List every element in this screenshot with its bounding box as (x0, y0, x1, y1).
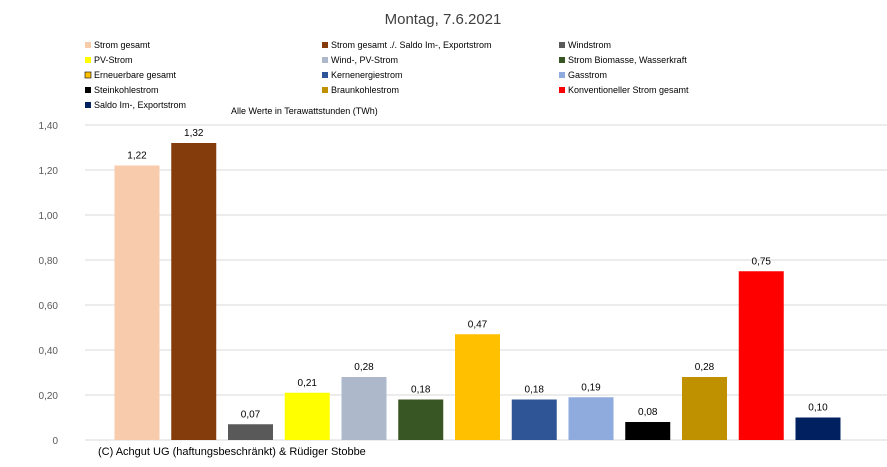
bar (625, 422, 671, 440)
legend-swatch (559, 57, 565, 63)
data-labels: 1,22 1,32 0,07 0,21 0,28 0,18 0,47 0,18 0,19 0,08… (127, 128, 828, 420)
data-label: 0,28 (695, 362, 715, 373)
y-tick-label: 0,40 (39, 346, 59, 357)
legend-swatch (85, 102, 91, 108)
bar (114, 165, 160, 440)
legend-swatch (322, 87, 328, 93)
legend-swatch (84, 71, 92, 79)
data-label: 0,07 (241, 409, 261, 420)
legend-label: Gasstrom (568, 70, 607, 80)
y-tick-label: 0,80 (39, 256, 59, 267)
data-label: 0,28 (354, 362, 374, 373)
data-label: 0,21 (298, 378, 318, 389)
y-axis: 0 0,20 0,40 0,60 0,80 1,00 1,20 1,40 (39, 121, 59, 447)
bar (738, 271, 784, 440)
copyright-note: (C) Achgut UG (haftungsbeschränkt) & Rüd… (98, 446, 366, 458)
legend-swatch (559, 87, 565, 93)
legend-swatch (559, 42, 565, 48)
bar (795, 417, 841, 440)
bar (398, 399, 444, 440)
data-label: 0,47 (468, 319, 488, 330)
bar (228, 424, 273, 440)
legend-label: Erneuerbare gesamt (94, 70, 177, 80)
legend-label: Windstrom (568, 40, 611, 50)
legend-swatch (322, 57, 328, 63)
y-tick-label: 1,40 (39, 121, 59, 132)
legend-label: Strom gesamt (94, 40, 151, 50)
legend-swatch (559, 72, 565, 78)
bar (341, 377, 387, 440)
y-tick-label: 0 (52, 436, 58, 447)
y-tick-label: 0,20 (39, 391, 59, 402)
legend-swatch (322, 42, 328, 48)
legend-label: Wind-, PV-Strom (331, 55, 398, 65)
legend-swatch (85, 87, 91, 93)
bar-series (114, 143, 841, 440)
legend-label: Saldo Im-, Exportstrom (94, 100, 186, 110)
data-label: 0,10 (808, 403, 828, 414)
y-tick-label: 0,60 (39, 301, 59, 312)
bar (171, 143, 217, 440)
bar (511, 399, 557, 440)
bar (455, 334, 500, 440)
legend-swatch (85, 57, 91, 63)
legend-label: Braunkohlestrom (331, 85, 399, 95)
data-label: 1,32 (184, 128, 204, 139)
legend-label: Konventioneller Strom gesamt (568, 85, 689, 95)
bar (682, 377, 727, 440)
y-tick-label: 1,00 (39, 211, 59, 222)
legend-label: Strom gesamt ./. Saldo Im-, Exportstrom (331, 40, 492, 50)
data-label: 0,18 (525, 385, 545, 396)
legend-swatch (322, 72, 328, 78)
chart-legend: Strom gesamt Strom gesamt ./. Saldo Im-, … (84, 40, 689, 110)
data-label: 0,08 (638, 407, 658, 418)
data-label: 0,18 (411, 385, 431, 396)
y-tick-label: 1,20 (39, 166, 59, 177)
data-label: 0,19 (581, 382, 601, 393)
legend-label: Kernenergiestrom (331, 70, 403, 80)
bar (284, 392, 330, 440)
data-label: 0,75 (752, 256, 772, 267)
chart-title: Montag, 7.6.2021 (385, 11, 502, 28)
bar (568, 397, 614, 440)
legend-label: Strom Biomasse, Wasserkraft (568, 55, 687, 65)
data-label: 1,22 (127, 151, 147, 162)
chart-subtitle: Alle Werte in Terawattstunden (TWh) (231, 106, 378, 116)
legend-label: Steinkohlestrom (94, 85, 159, 95)
legend-swatch (85, 42, 91, 48)
legend-label: PV-Strom (94, 55, 133, 65)
